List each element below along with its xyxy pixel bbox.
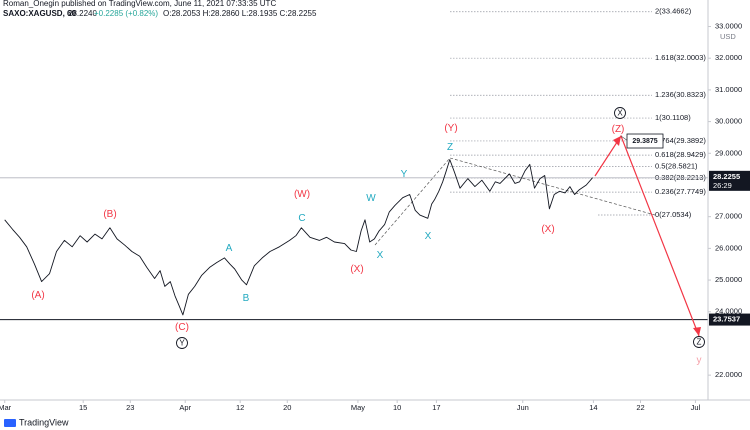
fib-label: 0.764(29.3892) — [655, 136, 706, 145]
x-tick-label: May — [351, 403, 365, 412]
plot-area: 2(33.4662) 1.618(32.0003) 1.236(30.8323) 1(… — [0, 7, 708, 366]
wave-label: (X) — [541, 224, 554, 235]
support-box — [709, 313, 750, 326]
y-tick-label: 33.0000 — [715, 22, 742, 31]
wave-label: (C) — [175, 322, 189, 333]
publisher: Roman_Onegin published on TradingView.co… — [3, 0, 276, 8]
x-tick-label: 14 — [589, 403, 597, 412]
wave-label: (X) — [350, 264, 363, 275]
x-tick-label: 23 — [126, 403, 134, 412]
wave-label: Y — [401, 169, 408, 180]
y-tick-label: 27.0000 — [715, 212, 742, 221]
fib-label: 1.236(30.8323) — [655, 90, 706, 99]
wave-label: X — [617, 109, 623, 118]
x-tick-label: Jun — [517, 403, 529, 412]
y-tick-label: 32.0000 — [715, 53, 742, 62]
wave-circle — [614, 107, 626, 119]
wave-label: Z — [447, 142, 453, 153]
logo-icon — [4, 419, 16, 427]
wave-circle — [176, 337, 188, 349]
wave-label: A — [226, 243, 233, 254]
x-tick-label: Mar — [0, 403, 12, 412]
wave-label: C — [298, 213, 305, 224]
fib-label: 2(33.4662) — [655, 7, 692, 16]
fib-label: 1.618(32.0003) — [655, 53, 706, 62]
change: +0.2285 (+0.82%) — [94, 9, 158, 18]
last-price-label: 28.2255 — [713, 172, 740, 181]
wave-label: (W) — [294, 189, 310, 200]
y-tick-label: 30.0000 — [715, 117, 742, 126]
fib-label: 0.5(28.5821) — [655, 162, 698, 171]
x-tick-label: Apr — [179, 403, 191, 412]
wave-label: y — [697, 355, 702, 366]
axes: Mar 15 23 Apr 12 20 May 10 17 Jun 14 22 Jul 33.0000 32… — [0, 22, 750, 412]
wave-label: Z — [697, 338, 702, 347]
fib-label: 0(27.0534) — [655, 210, 692, 219]
wave-circle — [693, 336, 705, 348]
wave-label: (Z) — [612, 124, 625, 135]
x-tick-label: 22 — [636, 403, 644, 412]
last-value: 28.2240 — [68, 9, 97, 18]
arrow-head — [693, 327, 701, 336]
y-tick-label: 29.0000 — [715, 148, 742, 157]
wave-label: (A) — [31, 290, 44, 301]
price-axis — [708, 0, 750, 430]
footer-logo: TradingView — [4, 417, 69, 427]
ohlc: O:28.2053 H:28.2860 L:28.1935 C:28.2255 — [163, 9, 317, 18]
x-tick-label: 12 — [236, 403, 244, 412]
x-tick-label: 20 — [283, 403, 291, 412]
wave-label: X — [377, 250, 384, 261]
y-tick-label: 31.0000 — [715, 85, 742, 94]
y-tick-label: 24.0000 — [715, 307, 742, 316]
currency: USD — [720, 32, 736, 41]
wave-label: W — [366, 193, 376, 204]
x-tick-label: 10 — [393, 403, 401, 412]
fib-label: 0.618(28.9429) — [655, 150, 706, 159]
y-tick-label: 25.0000 — [715, 275, 742, 284]
wave-label: B — [243, 293, 250, 304]
wave-label: Y — [179, 339, 185, 348]
last-price-box — [709, 170, 750, 191]
symbol: SAXO:XAGUSD, 60 — [3, 9, 76, 18]
target-label: 29.3875 — [632, 138, 657, 145]
x-tick-label: Jul — [691, 403, 701, 412]
support-label: 23.7537 — [713, 315, 740, 324]
wave-label: (Y) — [444, 123, 457, 134]
arrow-head — [613, 136, 621, 146]
logo-text: TradingView — [19, 417, 69, 427]
target-box — [626, 133, 664, 149]
fib-label: 0.236(27.7749) — [655, 187, 706, 196]
countdown: 26:29 — [713, 181, 732, 190]
price-line — [4, 159, 593, 316]
wave-label: X — [425, 231, 432, 242]
wave-label: (B) — [103, 209, 116, 220]
trend-line — [374, 157, 656, 246]
fib-label: 1(30.1108) — [655, 113, 691, 122]
y-tick-label: 22.0000 — [715, 370, 742, 379]
y-tick-label: 26.0000 — [715, 243, 742, 252]
x-tick-label: 15 — [79, 403, 87, 412]
x-tick-label: 17 — [432, 403, 440, 412]
